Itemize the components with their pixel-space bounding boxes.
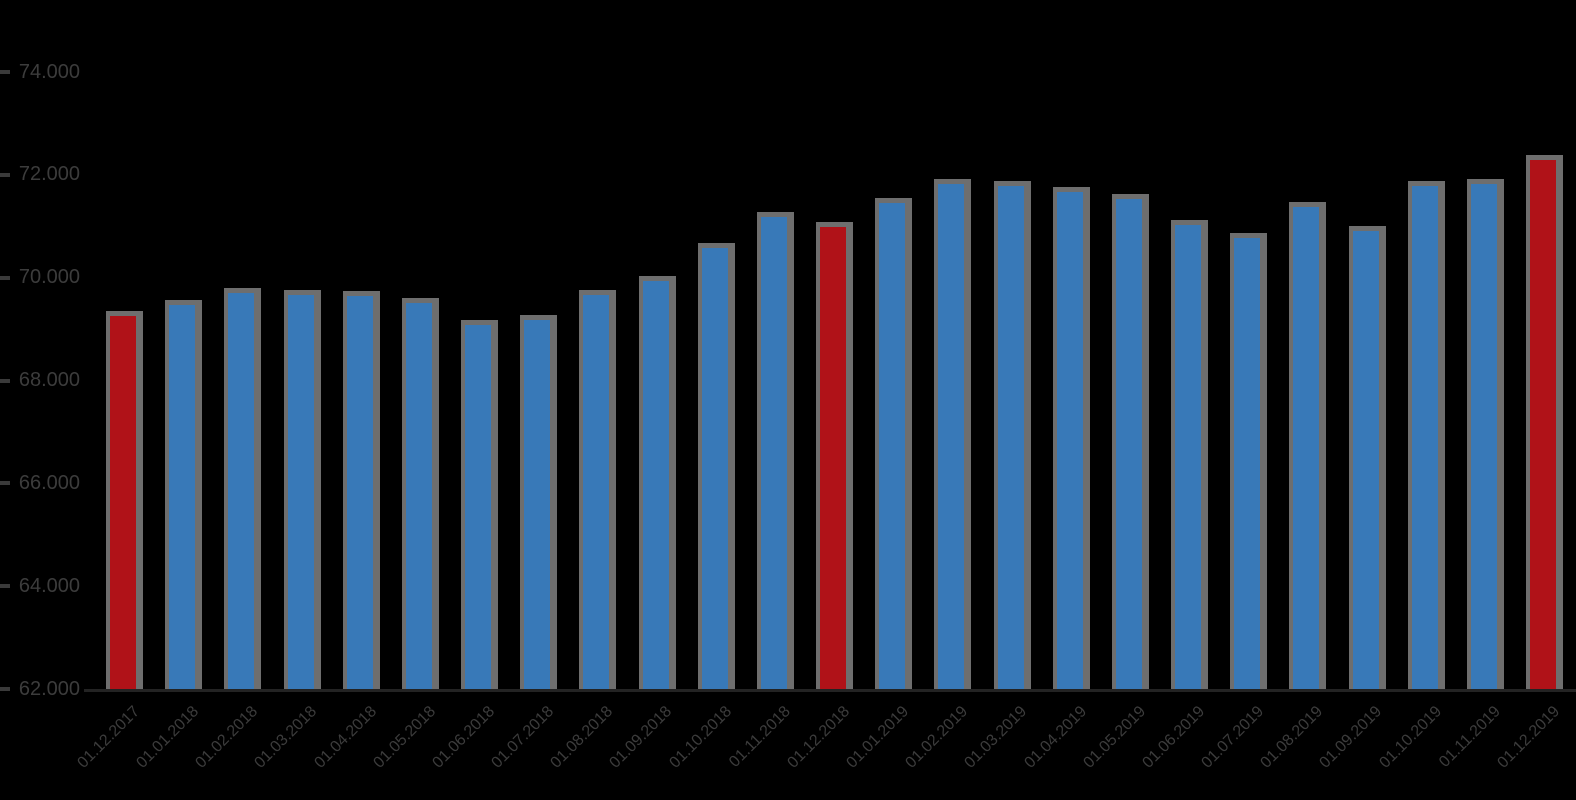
- bar: [1411, 186, 1438, 689]
- bar-highlighted: [820, 227, 847, 689]
- x-tick-label: 01.10.2019: [1376, 703, 1445, 772]
- y-tick-row: 64.000: [0, 574, 80, 598]
- bar: [760, 217, 787, 689]
- y-tick-mark: [0, 172, 10, 177]
- y-tick-row: 62.000: [0, 677, 80, 701]
- x-tick-label: 01.07.2018: [488, 703, 558, 772]
- y-tick-label: 72.000: [18, 163, 80, 186]
- bar: [701, 248, 728, 689]
- x-tick-label: 01.12.2017: [74, 703, 144, 772]
- x-tick-label: 01.08.2018: [547, 703, 617, 772]
- bar: [228, 293, 255, 689]
- bar: [524, 320, 551, 689]
- x-tick-label: 01.03.2018: [251, 703, 321, 772]
- x-tick-label: 01.09.2018: [606, 703, 676, 772]
- x-tick-label: 01.08.2019: [1257, 703, 1327, 772]
- bar: [346, 296, 373, 689]
- x-tick-label: 01.07.2019: [1198, 703, 1268, 772]
- x-tick-label: 01.05.2018: [370, 703, 439, 772]
- bar: [287, 295, 314, 689]
- x-tick-label: 01.12.2019: [1494, 703, 1564, 772]
- y-tick-mark: [0, 481, 10, 486]
- bar: [583, 295, 610, 689]
- y-tick-mark: [0, 378, 10, 383]
- y-tick-mark: [0, 275, 10, 280]
- bar: [1234, 238, 1261, 689]
- bar: [1175, 225, 1202, 689]
- bar: [169, 305, 196, 689]
- y-tick-label: 68.000: [18, 369, 80, 391]
- y-tick-label: 62.000: [18, 677, 80, 700]
- y-tick-mark: [0, 687, 10, 691]
- y-tick-label: 70.000: [18, 266, 80, 289]
- x-tick-label: 01.10.2018: [666, 703, 735, 772]
- bar: [465, 325, 492, 689]
- x-tick-label: 01.01.2018: [133, 703, 203, 772]
- x-tick-label: 01.12.2018: [784, 703, 854, 772]
- bar: [938, 184, 965, 689]
- bar: [879, 203, 906, 689]
- x-tick-label: 01.04.2019: [1021, 703, 1090, 772]
- x-tick-label: 01.06.2019: [1139, 703, 1209, 772]
- y-tick-mark: [0, 70, 10, 74]
- bar: [1056, 192, 1083, 689]
- x-tick-label: 01.01.2019: [843, 703, 913, 772]
- bar-highlighted: [1530, 160, 1557, 689]
- y-tick-row: 66.000: [0, 471, 80, 495]
- bar: [642, 281, 669, 689]
- x-tick-label: 01.05.2019: [1080, 703, 1149, 772]
- y-tick-label: 64.000: [18, 574, 80, 597]
- bar: [1470, 184, 1497, 689]
- x-tick-label: 01.02.2019: [902, 703, 972, 772]
- y-tick-label: 74.000: [18, 60, 80, 83]
- x-axis-line: [84, 689, 1576, 692]
- y-tick-row: 70.000: [0, 266, 80, 290]
- bar: [1352, 231, 1379, 689]
- x-tick-label: 01.11.2019: [1436, 703, 1504, 771]
- bar: [1115, 199, 1142, 689]
- y-tick-label: 66.000: [18, 471, 80, 494]
- x-tick-label: 01.03.2019: [961, 703, 1031, 772]
- bar: [1293, 207, 1320, 689]
- x-tick-label: 01.09.2019: [1316, 703, 1386, 772]
- x-tick-label: 01.04.2018: [311, 703, 380, 772]
- x-tick-label: 01.06.2018: [429, 703, 499, 772]
- y-tick-mark: [0, 584, 10, 589]
- bar: [405, 303, 432, 689]
- x-tick-label: 01.02.2018: [192, 703, 262, 772]
- bar-highlighted: [110, 316, 136, 689]
- y-tick-row: 74.000: [0, 60, 80, 84]
- y-tick-row: 68.000: [0, 369, 80, 393]
- bar: [997, 186, 1024, 689]
- x-tick-label: 01.11.2018: [726, 703, 794, 771]
- y-tick-row: 72.000: [0, 163, 80, 187]
